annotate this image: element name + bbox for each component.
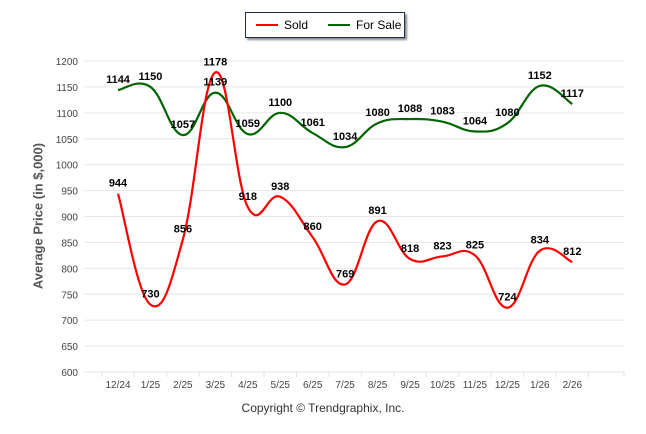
y-tick-label: 750 xyxy=(61,290,78,301)
x-tick-label: 2/25 xyxy=(173,380,193,391)
legend-item-sold[interactable]: Sold xyxy=(256,18,308,32)
y-tick-label: 1000 xyxy=(56,161,79,172)
y-axis-ticks: 600 650 700 750 800 850 900 950 1000 1050 1100 1150… xyxy=(56,57,79,379)
x-tick-label: 1/25 xyxy=(141,380,161,391)
x-tick-label: 7/25 xyxy=(335,380,355,391)
x-tick-label: 2/26 xyxy=(563,380,583,391)
data-label-sold: 1178 xyxy=(203,56,227,68)
data-label-sold: 730 xyxy=(141,289,159,301)
data-label-for-sale: 1152 xyxy=(528,70,552,82)
x-tick-label: 10/25 xyxy=(430,380,455,391)
y-tick-label: 800 xyxy=(61,264,78,275)
data-label-for-sale: 1034 xyxy=(333,131,358,143)
x-tick-label: 5/25 xyxy=(271,380,291,391)
x-tick-label: 11/25 xyxy=(463,380,488,391)
data-label-for-sale: 1144 xyxy=(106,74,131,86)
data-label-sold: 724 xyxy=(498,292,517,304)
data-label-sold: 938 xyxy=(271,181,289,193)
x-tick-label: 12/24 xyxy=(105,380,130,391)
data-label-for-sale: 1057 xyxy=(171,119,195,131)
y-tick-label: 1100 xyxy=(56,109,78,120)
data-label-sold: 891 xyxy=(368,205,386,217)
data-label-for-sale: 1061 xyxy=(300,117,324,129)
data-label-sold: 812 xyxy=(563,246,581,258)
copyright-footer: Copyright © Trendgraphix, Inc. xyxy=(241,401,405,415)
data-label-sold: 818 xyxy=(401,243,419,255)
x-tick-label: 1/26 xyxy=(530,380,550,391)
grid-lines xyxy=(84,60,624,373)
x-axis-ticks: 12/24 1/25 2/25 3/25 4/25 5/25 6/25 7/25 8/25 9/2… xyxy=(101,372,625,391)
data-label-sold: 918 xyxy=(239,191,257,203)
y-tick-label: 900 xyxy=(61,213,78,224)
series-lines xyxy=(116,71,573,309)
series-line-for-sale xyxy=(117,82,573,149)
data-label-for-sale: 1083 xyxy=(430,106,454,118)
series-line-sold xyxy=(116,71,573,309)
data-label-for-sale: 1088 xyxy=(398,103,422,115)
data-label-sold: 860 xyxy=(304,221,322,233)
x-tick-label: 9/25 xyxy=(400,380,420,391)
data-label-sold: 769 xyxy=(336,268,354,280)
y-tick-label: 1200 xyxy=(56,57,79,68)
y-tick-label: 1050 xyxy=(56,135,79,146)
y-tick-label: 650 xyxy=(61,342,78,353)
y-tick-label: 700 xyxy=(61,316,78,327)
legend-swatch-for-sale xyxy=(328,24,351,26)
data-label-for-sale: 1100 xyxy=(268,97,292,109)
data-label-for-sale: 1064 xyxy=(463,115,488,127)
x-tick-label: 12/25 xyxy=(495,380,520,391)
data-label-sold: 834 xyxy=(531,235,550,247)
data-label-for-sale: 1080 xyxy=(365,107,389,119)
data-label-for-sale: 1059 xyxy=(236,118,260,130)
data-label-for-sale: 1117 xyxy=(561,88,584,100)
data-label-for-sale: 1080 xyxy=(495,107,519,119)
legend: Sold For Sale xyxy=(245,12,405,38)
data-labels: 1144 1150 1057 1139 1059 1100 1061 1034 1080 1088… xyxy=(106,56,584,303)
data-label-sold: 823 xyxy=(433,240,451,252)
legend-swatch-sold xyxy=(256,24,278,26)
y-tick-label: 600 xyxy=(61,368,78,379)
data-label-for-sale: 1150 xyxy=(139,71,163,83)
legend-label-for-sale: For Sale xyxy=(356,18,402,32)
y-tick-label: 950 xyxy=(61,187,78,198)
y-tick-label: 850 xyxy=(61,238,78,249)
x-tick-label: 6/25 xyxy=(303,380,323,391)
legend-label-sold: Sold xyxy=(284,18,309,32)
data-label-sold: 944 xyxy=(109,178,128,190)
y-tick-label: 1150 xyxy=(56,83,78,94)
x-tick-label: 8/25 xyxy=(368,380,388,391)
y-axis-label: Average Price (in $,000) xyxy=(30,142,46,290)
data-label-sold: 825 xyxy=(466,239,484,251)
data-label-for-sale: 1139 xyxy=(203,77,227,89)
data-label-sold: 856 xyxy=(174,223,192,235)
x-tick-label: 4/25 xyxy=(238,380,258,391)
legend-item-for-sale[interactable]: For Sale xyxy=(328,18,401,32)
x-tick-label: 3/25 xyxy=(206,380,226,391)
